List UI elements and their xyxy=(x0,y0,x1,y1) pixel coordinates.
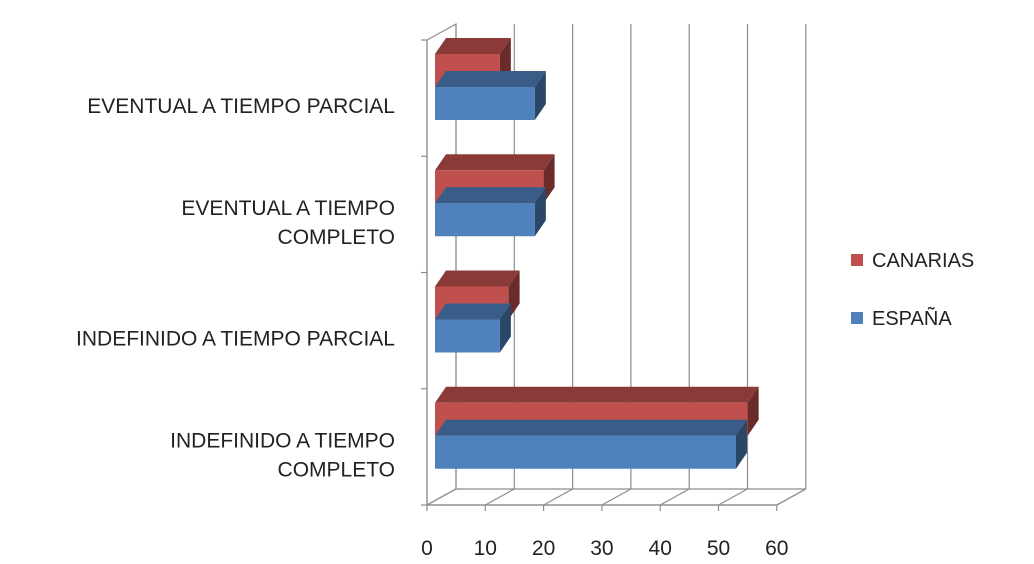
bar xyxy=(435,303,511,353)
category-label: COMPLETO xyxy=(278,226,395,249)
bar-top-face xyxy=(435,154,555,171)
bar xyxy=(435,419,747,469)
bar-front-face xyxy=(435,203,535,237)
x-tick-label: 50 xyxy=(707,537,730,560)
bar xyxy=(435,154,555,204)
x-tick-label: 0 xyxy=(421,537,433,560)
category-labels: INDEFINIDO A TIEMPO COMPLETO INDEFINIDO A … xyxy=(76,95,395,481)
legend-label: CANARIAS xyxy=(872,250,974,272)
bar-top-face xyxy=(435,419,747,436)
x-tick-label: 10 xyxy=(474,537,497,560)
legend-swatch xyxy=(851,254,863,266)
bar-top-face xyxy=(435,71,546,87)
floor-gridline xyxy=(601,488,632,506)
bar-end-face xyxy=(735,419,747,469)
category-label: COMPLETO xyxy=(278,458,395,481)
bars xyxy=(435,38,759,469)
category-label: INDEFINIDO A TIEMPO xyxy=(170,429,395,452)
floor-gridline xyxy=(659,488,690,506)
x-tick-label: 30 xyxy=(590,537,613,560)
bar-end-face xyxy=(534,71,546,120)
floor-gridline xyxy=(776,488,807,506)
bar-top-face xyxy=(435,386,759,403)
bar-end-face xyxy=(499,303,511,353)
bar-end-face xyxy=(747,386,759,436)
axes xyxy=(421,39,778,511)
bar-front-face xyxy=(435,435,736,469)
floor-gridline xyxy=(543,488,573,506)
category-label: EVENTUAL A TIEMPO PARCIAL xyxy=(87,95,395,118)
x-tick-label: 20 xyxy=(532,537,555,560)
floor-gridline xyxy=(485,488,515,506)
bar-top-face xyxy=(435,187,546,204)
bar xyxy=(435,187,546,237)
legend: CANARIAS ESPAÑA xyxy=(851,250,974,330)
bar-end-face xyxy=(508,270,520,320)
bar-end-face xyxy=(534,187,546,237)
bar xyxy=(435,71,546,120)
floor-gridline xyxy=(718,488,748,506)
legend-swatch xyxy=(851,312,863,324)
x-tick-labels: 0 10 20 30 40 50 60 xyxy=(421,537,788,560)
bar-front-face xyxy=(435,319,500,353)
x-tick-label: 40 xyxy=(649,537,672,560)
bar-top-face xyxy=(435,303,511,320)
floor-gridline xyxy=(426,488,457,506)
category-label: INDEFINIDO A TIEMPO PARCIAL xyxy=(76,328,395,351)
bar-end-face xyxy=(543,154,555,204)
legend-label: ESPAÑA xyxy=(872,306,952,330)
category-label: EVENTUAL A TIEMPO xyxy=(181,197,395,220)
x-tick-label: 60 xyxy=(765,537,788,560)
bar-top-face xyxy=(435,38,511,54)
bar-front-face xyxy=(435,87,535,120)
bar-top-face xyxy=(435,270,520,287)
